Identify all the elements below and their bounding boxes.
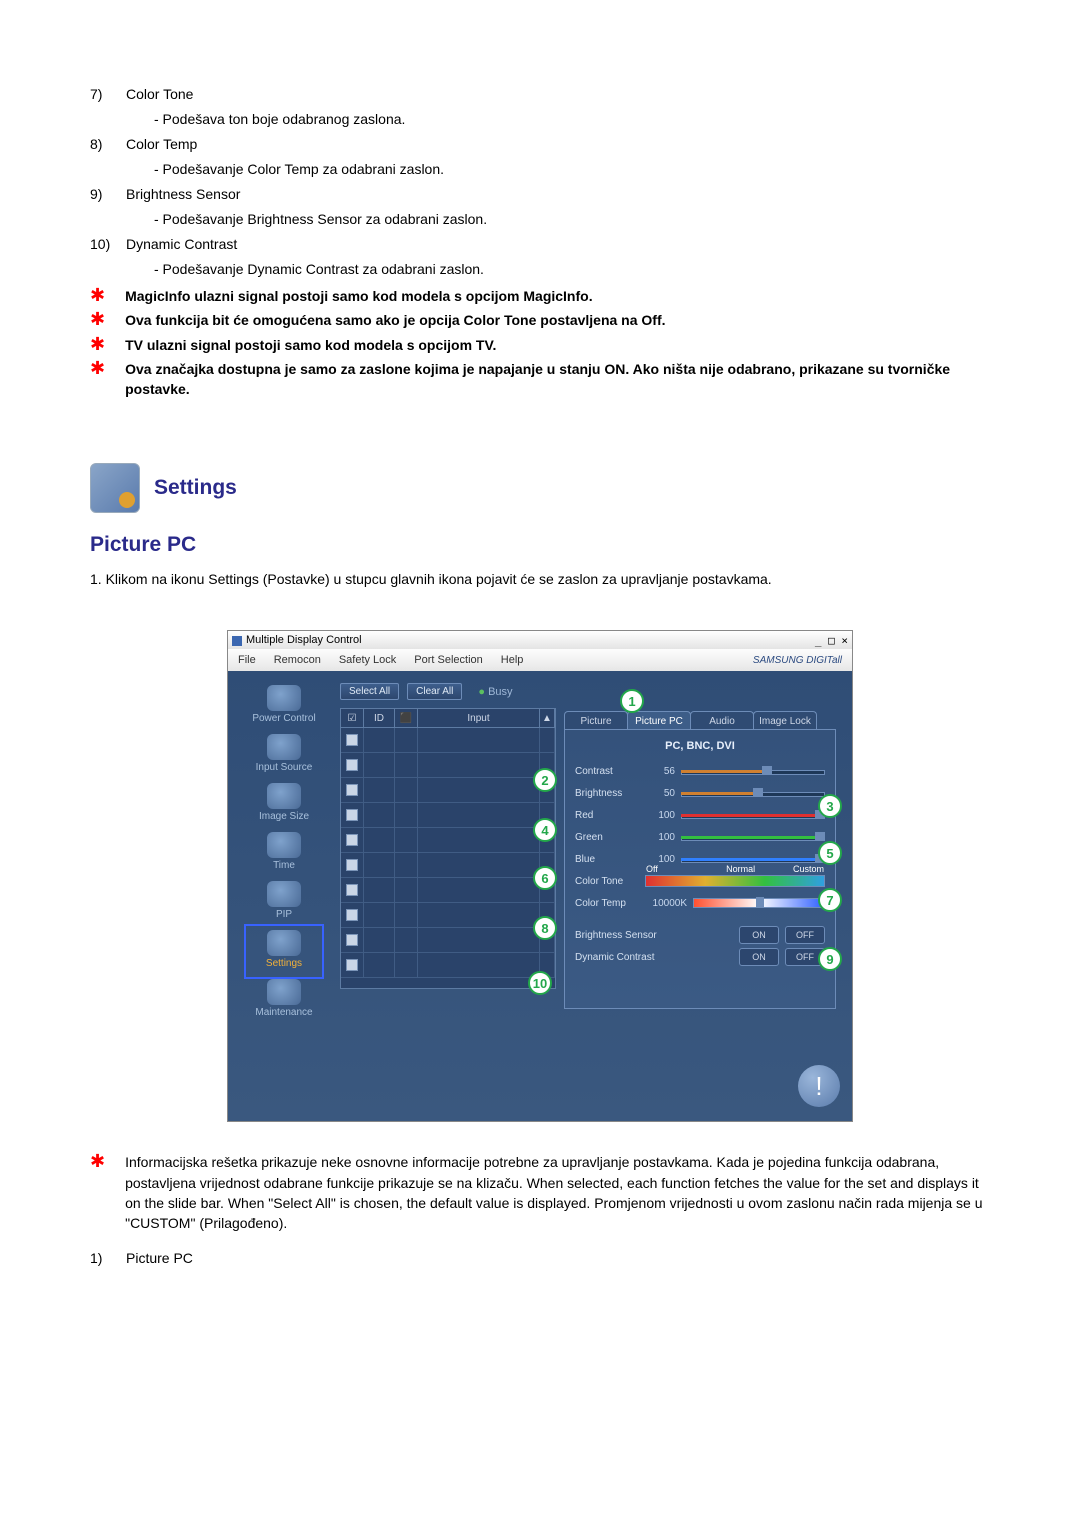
- sidebar-item[interactable]: Power Control: [248, 683, 320, 730]
- star-note: ✱Ova značajka dostupna je samo za zaslon…: [90, 359, 990, 400]
- star-icon: ✱: [90, 1152, 105, 1233]
- slider-blue[interactable]: [681, 855, 825, 863]
- star-icon: ✱: [90, 310, 105, 330]
- callout-marker: 1: [620, 689, 644, 713]
- dcontrast-on-button[interactable]: ON: [739, 948, 779, 966]
- app-screenshot: Multiple Display Control _ □ × File Remo…: [227, 630, 853, 1122]
- colortemp-bar[interactable]: [693, 898, 825, 908]
- tabs[interactable]: PicturePicture PCAudioImage Lock: [564, 711, 816, 730]
- callout-marker: 5: [818, 841, 842, 865]
- bsensor-on-button[interactable]: ON: [739, 926, 779, 944]
- row-red[interactable]: Red 100: [575, 804, 825, 826]
- bottom-star-note: ✱ Informacijska rešetka prikazuje neke o…: [90, 1152, 990, 1233]
- sidebar-icon: [267, 832, 301, 858]
- star-icon: ✱: [90, 359, 105, 400]
- menu-portselection[interactable]: Port Selection: [414, 654, 482, 666]
- bsensor-off-button[interactable]: OFF: [785, 926, 825, 944]
- sidebar-icon: [267, 734, 301, 760]
- table-row[interactable]: [341, 778, 555, 803]
- grid-rows[interactable]: [340, 727, 556, 989]
- table-row[interactable]: [341, 953, 555, 978]
- row-contrast[interactable]: Contrast 56: [575, 760, 825, 782]
- slider-brightness[interactable]: [681, 789, 825, 797]
- row-brightness-sensor[interactable]: Brightness Sensor ON OFF: [575, 924, 825, 946]
- menu-file[interactable]: File: [238, 654, 256, 666]
- row-green[interactable]: Green 100: [575, 826, 825, 848]
- slider-red[interactable]: [681, 811, 825, 819]
- sidebar-item[interactable]: Input Source: [248, 732, 320, 779]
- panel-heading: PC, BNC, DVI: [575, 740, 825, 752]
- star-notes: ✱MagicInfo ulazni signal postoji samo ko…: [90, 286, 990, 399]
- slider-green[interactable]: [681, 833, 825, 841]
- star-note: ✱MagicInfo ulazni signal postoji samo ko…: [90, 286, 990, 306]
- star-note: ✱Ova funkcija bit će omogućena samo ako …: [90, 310, 990, 330]
- clear-all-button[interactable]: Clear All: [407, 683, 462, 700]
- sidebar-item[interactable]: PIP: [248, 879, 320, 926]
- slider-contrast[interactable]: [681, 767, 825, 775]
- settings-title: Settings: [154, 476, 237, 500]
- sidebar-icon: [267, 930, 301, 956]
- callout-marker: 3: [818, 794, 842, 818]
- busy-indicator: Busy: [478, 686, 512, 698]
- sidebar-item[interactable]: Settings: [248, 928, 320, 975]
- sidebar-icon: [267, 979, 301, 1005]
- table-row[interactable]: [341, 853, 555, 878]
- sidebar-icon: [267, 783, 301, 809]
- select-all-button[interactable]: Select All: [340, 683, 399, 700]
- table-row[interactable]: [341, 803, 555, 828]
- menu-remocon[interactable]: Remocon: [274, 654, 321, 666]
- sidebar-icon: [267, 685, 301, 711]
- list-item: 7)Color Tone: [90, 84, 990, 105]
- row-blue[interactable]: Blue 100: [575, 848, 825, 870]
- row-brightness[interactable]: Brightness 50: [575, 782, 825, 804]
- sidebar-icon: [267, 881, 301, 907]
- list-item: 9)Brightness Sensor: [90, 184, 990, 205]
- colortone-bar[interactable]: Off Normal Custom: [645, 875, 825, 887]
- list-item: 10)Dynamic Contrast: [90, 234, 990, 255]
- table-row[interactable]: [341, 753, 555, 778]
- alert-icon: !: [798, 1065, 840, 1107]
- menu-help[interactable]: Help: [501, 654, 524, 666]
- sidebar-item[interactable]: Time: [248, 830, 320, 877]
- sidebar: Power ControlInput SourceImage SizeTimeP…: [228, 671, 340, 1121]
- callout-marker: 9: [818, 947, 842, 971]
- tab[interactable]: Picture: [564, 711, 628, 730]
- settings-icon: [90, 463, 140, 513]
- callout-marker: 7: [818, 888, 842, 912]
- table-row[interactable]: [341, 903, 555, 928]
- row-dynamic-contrast[interactable]: Dynamic Contrast ON OFF: [575, 946, 825, 968]
- tab[interactable]: Picture PC: [627, 711, 691, 730]
- star-icon: ✱: [90, 286, 105, 306]
- sidebar-item[interactable]: Maintenance: [248, 977, 320, 1024]
- table-row[interactable]: [341, 828, 555, 853]
- table-row[interactable]: [341, 928, 555, 953]
- sidebar-item[interactable]: Image Size: [248, 781, 320, 828]
- intro-line: 1. Klikom na ikonu Settings (Postavke) u…: [90, 569, 990, 590]
- tab[interactable]: Image Lock: [753, 711, 817, 730]
- star-icon: ✱: [90, 335, 105, 355]
- settings-heading: Settings: [90, 463, 990, 513]
- tab[interactable]: Audio: [690, 711, 754, 730]
- bottom-item: 1) Picture PC: [90, 1248, 990, 1269]
- table-row[interactable]: [341, 728, 555, 753]
- brand-label: SAMSUNG DIGITall: [753, 655, 842, 666]
- menu-safetylock[interactable]: Safety Lock: [339, 654, 396, 666]
- settings-panel: PC, BNC, DVI Contrast 56 Brightness 50 R…: [564, 729, 836, 1009]
- list-item: 8)Color Temp: [90, 134, 990, 155]
- row-colortemp[interactable]: Color Temp 10000K: [575, 892, 825, 914]
- star-note: ✱TV ulazni signal postoji samo kod model…: [90, 335, 990, 355]
- grid-header: ☑ ID ⬛ Input ▲: [340, 708, 556, 727]
- row-colortone[interactable]: Color Tone Off Normal Custom: [575, 870, 825, 892]
- grid-area: Select All Clear All Busy ☑ ID ⬛ Input ▲: [340, 683, 556, 1011]
- numbered-definition-list: 7)Color Tone- Podešava ton boje odabrano…: [90, 84, 990, 280]
- menubar[interactable]: File Remocon Safety Lock Port Selection …: [228, 649, 852, 671]
- window-titlebar: Multiple Display Control _ □ ×: [228, 631, 852, 649]
- window-controls[interactable]: _ □ ×: [815, 634, 848, 647]
- table-row[interactable]: [341, 878, 555, 903]
- picture-pc-title: Picture PC: [90, 533, 990, 557]
